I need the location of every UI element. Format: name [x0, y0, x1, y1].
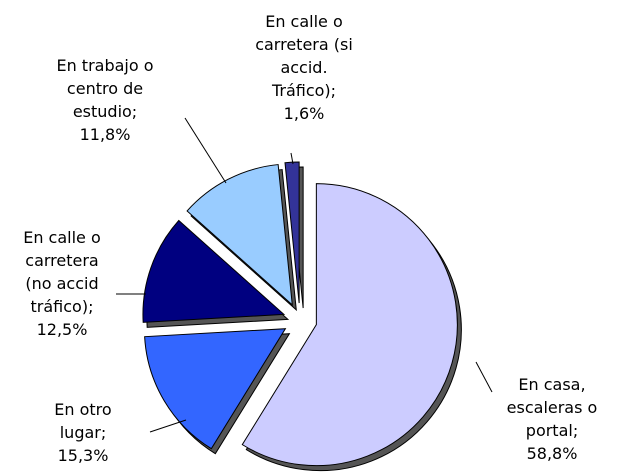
slice: [186, 164, 293, 307]
value-label: 58,8%: [526, 444, 578, 463]
slice-label: En casa, escaleras o portal; 58,8%: [490, 373, 614, 465]
slice: [241, 183, 458, 467]
slice: [284, 161, 300, 304]
value-label: 1,6%: [283, 104, 325, 123]
category-label: En trabajo o centro de estudio;: [56, 56, 154, 121]
category-label: En otro lugar;: [54, 400, 112, 442]
leader-lines: [116, 117, 493, 433]
slice: [144, 328, 287, 450]
leader-line: [290, 152, 294, 165]
leader-line: [184, 117, 227, 184]
value-label: 12,5%: [36, 320, 88, 339]
slice-label: En calle o carretera (no accid tráfico);…: [12, 226, 112, 341]
slice-label: En otro lugar; 15,3%: [42, 398, 124, 467]
value-label: 15,3%: [57, 446, 109, 465]
leader-line: [149, 419, 187, 433]
category-label: En calle o carretera (si accid. Tráfico)…: [255, 12, 353, 100]
leader-line: [475, 361, 493, 393]
slice-label: En trabajo o centro de estudio; 11,8%: [42, 54, 168, 146]
slice-label: En calle o carretera (si accid. Tráfico)…: [252, 10, 356, 125]
category-label: En casa, escaleras o portal;: [506, 375, 598, 440]
value-label: 11,8%: [79, 125, 131, 144]
category-label: En calle o carretera (no accid tráfico);: [23, 228, 101, 316]
slice: [142, 219, 286, 323]
